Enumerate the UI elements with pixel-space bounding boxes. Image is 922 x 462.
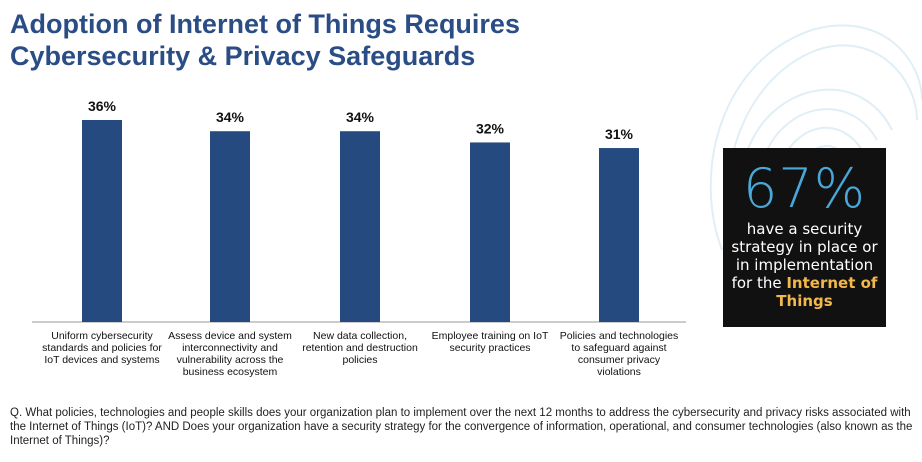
callout-line-2: strategy in place or [731, 238, 878, 256]
callout-line-4-pre: for the [731, 274, 787, 292]
callout-line-1: have a security [746, 220, 863, 238]
data-label-4: 32% [476, 120, 505, 136]
title-line-1: Adoption of Internet of Things Requires [10, 9, 520, 39]
category-label-3: New data collection, retention and destru… [302, 330, 418, 366]
callout-line-3: in implementation [735, 256, 874, 274]
category-label-5: Policies and technologies to safeguard ag… [560, 330, 679, 378]
bar-3 [340, 131, 380, 322]
category-label-2: Assess device and system interconnectivit… [168, 330, 292, 378]
category-label-4: Employee training on IoT security practic… [432, 330, 549, 354]
title-line-2: Cybersecurity & Privacy Safeguards [10, 41, 476, 71]
bar-1 [82, 120, 122, 322]
callout-highlight-2: Things [776, 292, 833, 310]
bar-5 [599, 148, 639, 322]
callout-value: 67% [742, 157, 867, 220]
bar-4 [470, 142, 510, 322]
data-label-2: 34% [216, 109, 245, 125]
data-label-3: 34% [346, 109, 375, 125]
data-label-1: 36% [88, 98, 117, 114]
stat-callout: 67% have a security strategy in place or… [723, 148, 886, 327]
bar-2 [210, 131, 250, 322]
callout-highlight-1: Internet of [786, 274, 878, 292]
callout-line-4: for the Internet of [729, 274, 880, 292]
survey-question: Q. What policies, technologies and peopl… [10, 407, 913, 447]
chart-title: Adoption of Internet of Things Requires … [10, 8, 710, 72]
callout-text: have a security strategy in place or in … [723, 220, 886, 310]
category-label-1: Uniform cybersecurity standards and polic… [42, 330, 162, 366]
data-label-5: 31% [605, 126, 634, 142]
